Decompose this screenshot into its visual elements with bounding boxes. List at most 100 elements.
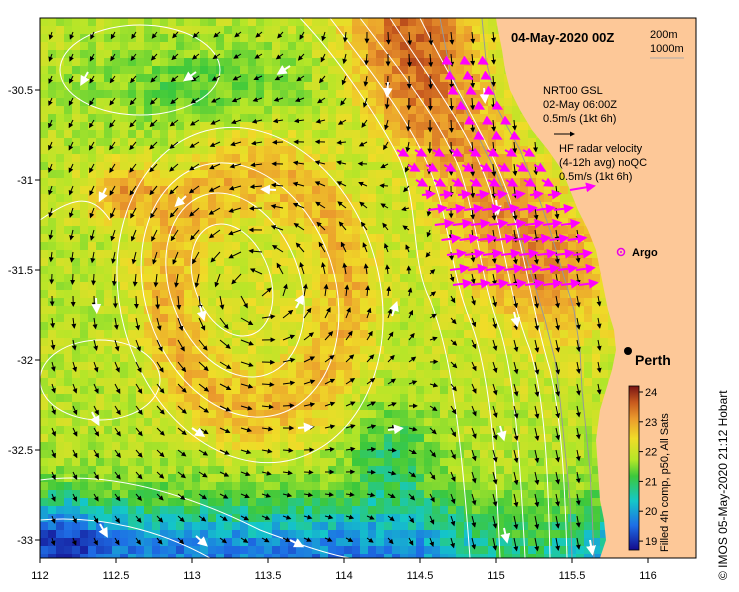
sst-pixel xyxy=(144,210,153,219)
sst-pixel xyxy=(352,242,361,251)
sst-pixel xyxy=(248,434,257,443)
sst-pixel xyxy=(272,146,281,155)
sst-pixel xyxy=(392,538,401,547)
sst-pixel xyxy=(88,402,97,411)
sst-pixel xyxy=(560,194,569,203)
sst-pixel xyxy=(240,178,249,187)
sst-pixel xyxy=(400,242,409,251)
sst-pixel xyxy=(376,410,385,419)
gsl-arrow xyxy=(282,283,288,297)
sst-pixel xyxy=(88,82,97,91)
sst-pixel xyxy=(88,50,97,59)
sst-pixel xyxy=(416,370,425,379)
sst-pixel xyxy=(256,50,265,59)
sst-pixel xyxy=(296,490,305,499)
sst-pixel xyxy=(344,506,353,515)
sst-pixel xyxy=(120,490,129,499)
sst-pixel xyxy=(80,122,89,131)
sst-pixel xyxy=(144,226,153,235)
sst-pixel xyxy=(496,234,505,243)
sst-pixel xyxy=(528,194,537,203)
sst-pixel xyxy=(336,210,345,219)
sst-pixel xyxy=(528,138,537,147)
sst-pixel xyxy=(424,330,433,339)
sst-pixel xyxy=(520,178,529,187)
sst-pixel xyxy=(592,554,601,558)
sst-pixel xyxy=(352,538,361,547)
gsl-arrow xyxy=(277,31,284,39)
sst-pixel xyxy=(136,210,145,219)
sst-pixel xyxy=(96,450,105,459)
sst-pixel xyxy=(512,530,521,539)
sst-pixel xyxy=(424,546,433,555)
sst-pixel xyxy=(288,426,297,435)
sst-pixel xyxy=(376,338,385,347)
sst-pixel xyxy=(120,346,129,355)
sst-pixel xyxy=(552,474,561,483)
sst-pixel xyxy=(40,18,49,27)
sst-pixel xyxy=(176,66,185,75)
sst-pixel xyxy=(352,42,361,51)
sst-pixel xyxy=(392,554,401,558)
sst-pixel xyxy=(168,250,177,259)
sst-pixel xyxy=(560,290,569,299)
sst-pixel xyxy=(424,322,433,331)
sst-pixel xyxy=(496,298,505,307)
sst-pixel xyxy=(408,554,417,558)
sst-pixel xyxy=(104,394,113,403)
sst-pixel xyxy=(544,474,553,483)
sst-pixel xyxy=(128,130,137,139)
sst-pixel xyxy=(440,530,449,539)
sst-pixel xyxy=(320,258,329,267)
sst-pixel xyxy=(288,138,297,147)
sst-pixel xyxy=(336,426,345,435)
sst-pixel xyxy=(536,138,545,147)
sst-pixel xyxy=(400,154,409,163)
sst-pixel xyxy=(408,546,417,555)
sst-pixel xyxy=(520,418,529,427)
sst-pixel xyxy=(368,458,377,467)
gsl-arrow xyxy=(249,268,263,275)
sst-pixel xyxy=(592,426,601,435)
sst-pixel xyxy=(48,482,57,491)
sst-pixel xyxy=(496,90,505,99)
sst-pixel xyxy=(80,378,89,387)
sst-pixel xyxy=(400,210,409,219)
sst-pixel xyxy=(448,18,457,27)
sst-pixel xyxy=(328,458,337,467)
sst-pixel xyxy=(40,250,49,259)
sst-pixel xyxy=(432,330,441,339)
sst-pixel xyxy=(552,306,561,315)
sst-pixel xyxy=(152,466,161,475)
gsl-arrow xyxy=(344,284,350,297)
sst-pixel xyxy=(432,546,441,555)
sst-pixel xyxy=(328,146,337,155)
sst-pixel xyxy=(368,322,377,331)
sst-pixel xyxy=(64,386,73,395)
sst-pixel xyxy=(72,362,81,371)
sst-pixel xyxy=(432,82,441,91)
sst-pixel xyxy=(360,282,369,291)
sst-pixel xyxy=(432,250,441,259)
sst-pixel xyxy=(296,234,305,243)
sst-pixel xyxy=(144,26,153,35)
sst-pixel xyxy=(368,314,377,323)
sst-pixel xyxy=(528,402,537,411)
sst-pixel xyxy=(80,410,89,419)
sst-pixel xyxy=(312,410,321,419)
sst-pixel xyxy=(576,290,585,299)
sst-pixel xyxy=(568,394,577,403)
sst-pixel xyxy=(96,314,105,323)
sst-pixel xyxy=(528,522,537,531)
gsl-arrow xyxy=(492,295,498,308)
sst-pixel xyxy=(296,458,305,467)
sst-pixel xyxy=(368,218,377,227)
sst-pixel xyxy=(336,546,345,555)
sst-pixel xyxy=(408,202,417,211)
sst-pixel xyxy=(240,466,249,475)
gsl-arrow xyxy=(171,53,179,61)
sst-pixel xyxy=(192,554,201,558)
sst-pixel xyxy=(144,114,153,123)
sst-pixel xyxy=(72,194,81,203)
sst-pixel xyxy=(280,266,289,275)
